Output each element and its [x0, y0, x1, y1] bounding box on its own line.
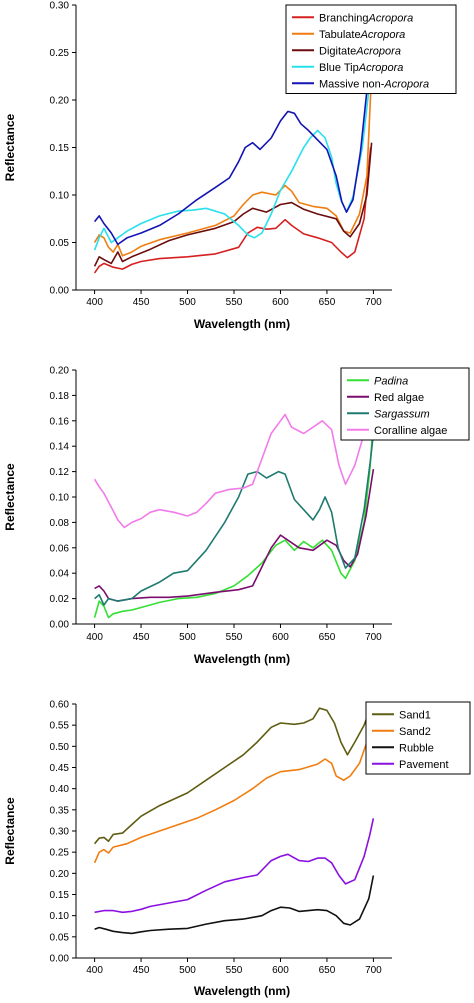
- x-tick-label: 650: [319, 965, 336, 976]
- y-tick-label: 0.15: [50, 890, 70, 901]
- x-tick-label: 550: [226, 632, 243, 643]
- y-tick-label: 0.40: [50, 784, 70, 795]
- y-tick-label: 0.05: [50, 932, 70, 943]
- x-tick-label: 600: [272, 965, 289, 976]
- x-tick-label: 450: [133, 297, 150, 308]
- legend-label: DigitateAcropora: [319, 45, 401, 57]
- y-tick-label: 0.12: [50, 467, 70, 478]
- x-tick-label: 600: [272, 297, 289, 308]
- x-tick-label: 700: [365, 297, 382, 308]
- y-tick-label: 0.15: [50, 143, 70, 154]
- x-tick-label: 450: [133, 965, 150, 976]
- legend-label: Pavement: [399, 759, 449, 771]
- series-line: [93, 707, 370, 845]
- y-tick-label: 0.45: [50, 763, 70, 774]
- series-line: [93, 420, 375, 619]
- chart-panel-algae: 0.00 0.02 0.04 0.06 0.08 0.10 0.12 0.14 0.16 0.18…: [3, 366, 470, 666]
- legend-label: Red algae: [374, 392, 424, 404]
- legend-label: Padina: [374, 375, 408, 387]
- y-tick-label: 0.00: [50, 954, 70, 965]
- y-axis-label: Reflectance: [3, 463, 17, 531]
- series-line: [94, 433, 375, 606]
- chart-panel-substrate: 0.00 0.05 0.10 0.15 0.20 0.25 0.30 0.35 0.40 0.45…: [3, 700, 471, 998]
- y-tick-label: 0.20: [50, 96, 70, 107]
- y-axis-label: Reflectance: [3, 797, 17, 865]
- y-tick-label: 0.55: [50, 721, 70, 732]
- series-line: [94, 875, 375, 935]
- x-tick-label: 450: [133, 632, 150, 643]
- y-tick-label: 0.04: [50, 569, 70, 580]
- legend-box: [285, 4, 457, 94]
- x-tick-label: 700: [365, 965, 382, 976]
- legend-label: Sargassum: [374, 408, 430, 420]
- x-tick-label: 650: [319, 632, 336, 643]
- y-tick-label: 0.00: [50, 620, 70, 631]
- y-tick-label: 0.06: [50, 543, 70, 554]
- x-axis-label: Wavelength (nm): [194, 652, 290, 666]
- y-tick-label: 0.10: [50, 911, 70, 922]
- x-tick-label: 400: [86, 632, 103, 643]
- y-tick-label: 0.60: [50, 700, 70, 711]
- y-tick-label: 0.50: [50, 742, 70, 753]
- x-tick-label: 500: [179, 965, 196, 976]
- legend-label: BranchingAcropora: [319, 12, 413, 24]
- y-tick-label: 0.14: [50, 442, 70, 453]
- legend-label: Sand1: [399, 709, 431, 721]
- series-line: [93, 142, 373, 267]
- y-tick-label: 0.25: [50, 48, 70, 59]
- y-tick-label: 0.00: [50, 286, 70, 297]
- y-tick-label: 0.05: [50, 238, 70, 249]
- y-tick-label: 0.35: [50, 805, 70, 816]
- x-tick-label: 550: [226, 965, 243, 976]
- y-tick-label: 0.30: [50, 827, 70, 838]
- x-tick-label: 500: [179, 632, 196, 643]
- x-tick-label: 600: [272, 632, 289, 643]
- legend-label: TabulateAcropora: [319, 29, 405, 41]
- series-line: [93, 395, 372, 529]
- legend-label: Coralline algae: [374, 425, 447, 437]
- series-line: [94, 818, 375, 914]
- series-line: [93, 147, 372, 274]
- y-tick-label: 0.20: [50, 366, 70, 377]
- x-tick-label: 500: [179, 297, 196, 308]
- legend-label: Massive non-Acropora: [319, 78, 429, 90]
- y-tick-label: 0.18: [50, 391, 70, 402]
- y-tick-label: 0.30: [50, 1, 70, 12]
- legend-label: Blue TipAcropora: [319, 62, 403, 74]
- y-tick-label: 0.25: [50, 848, 70, 859]
- series-line: [93, 50, 373, 246]
- series-line: [93, 720, 373, 864]
- legend-label: Rubble: [399, 742, 434, 754]
- x-axis-label: Wavelength (nm): [194, 984, 290, 998]
- y-tick-label: 0.02: [50, 594, 70, 605]
- chart-panel-coral: 0.00 0.05 0.10 0.15 0.20 0.25 0.30 400 450 500 550…: [3, 1, 457, 331]
- x-tick-label: 550: [226, 297, 243, 308]
- y-tick-label: 0.20: [50, 869, 70, 880]
- x-tick-label: 400: [86, 297, 103, 308]
- x-tick-label: 700: [365, 632, 382, 643]
- y-tick-label: 0.16: [50, 416, 70, 427]
- legend-label: Sand2: [399, 726, 431, 738]
- x-tick-label: 400: [86, 965, 103, 976]
- y-axis-label: Reflectance: [3, 113, 17, 181]
- y-tick-label: 0.10: [50, 191, 70, 202]
- y-tick-label: 0.10: [50, 493, 70, 504]
- y-tick-label: 0.08: [50, 518, 70, 529]
- x-tick-label: 650: [319, 297, 336, 308]
- x-axis-label: Wavelength (nm): [194, 317, 290, 331]
